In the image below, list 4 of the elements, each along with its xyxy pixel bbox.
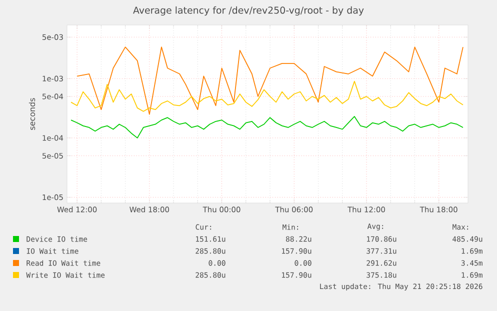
- line-series: [76, 46, 464, 115]
- chart-title: Average latency for /dev/rev250-vg/root - by day: [133, 6, 364, 16]
- line-series: [70, 116, 464, 138]
- line-series: [70, 80, 464, 112]
